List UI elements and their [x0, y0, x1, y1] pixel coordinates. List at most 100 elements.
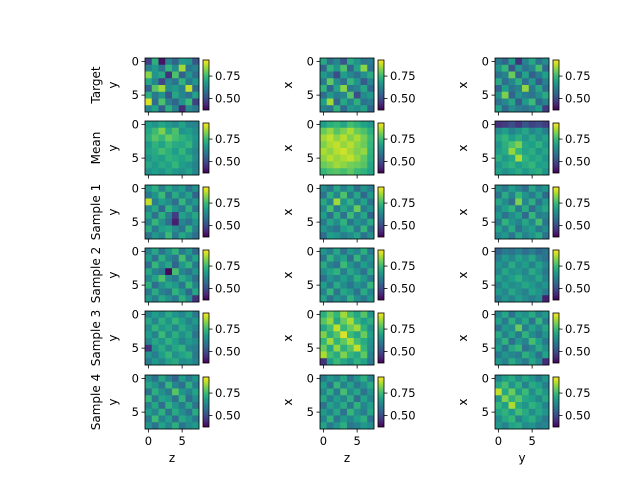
heatmap-cell — [333, 71, 341, 79]
heatmap-cell — [501, 134, 509, 142]
heatmap-cell — [185, 78, 193, 86]
heatmap-cell — [178, 121, 186, 129]
heatmap-cell — [528, 127, 536, 135]
heatmap-cell — [158, 218, 166, 226]
panel-frame — [144, 184, 200, 240]
heatmap-cell — [347, 212, 355, 220]
heatmap-cell — [151, 91, 159, 99]
heatmap-cell — [542, 324, 550, 332]
heatmap-cell — [495, 134, 503, 142]
heatmap-cell — [353, 98, 361, 106]
heatmap-cell — [145, 408, 153, 416]
heatmap-cell — [326, 232, 334, 240]
heatmap-cell — [340, 168, 348, 176]
heatmap-cell — [333, 134, 341, 142]
heatmap-cell — [326, 402, 334, 410]
heatmap-cell — [542, 85, 550, 93]
heatmap-cell — [508, 212, 516, 220]
heatmap-cell — [495, 388, 503, 396]
heatmap-cell — [360, 185, 368, 193]
heatmap-cell — [178, 338, 186, 346]
colorbar-tick-label: 0.50 — [215, 218, 241, 232]
heatmap-cell — [178, 127, 186, 135]
heatmap-cell — [522, 64, 530, 72]
heatmap-cell — [515, 141, 523, 149]
row-label: Sample 4 — [89, 374, 103, 430]
heatmap-cell — [158, 232, 166, 240]
heatmap-cell — [347, 191, 355, 199]
heatmap-cell — [145, 78, 153, 86]
heatmap-cell — [158, 324, 166, 332]
heatmap-cell — [151, 98, 159, 106]
heatmap-cell — [320, 205, 328, 213]
heatmap-cell — [172, 317, 180, 325]
heatmap-cell — [151, 205, 159, 213]
heatmap-cell — [320, 338, 328, 346]
heatmap-cell — [367, 415, 375, 423]
heatmap-cell — [347, 317, 355, 325]
heatmap-cell — [522, 415, 530, 423]
heatmap-cell — [508, 168, 516, 176]
heatmap-cell — [151, 281, 159, 289]
heatmap-cell — [535, 351, 543, 359]
heatmap-cell — [347, 232, 355, 240]
heatmap-cell — [508, 148, 516, 156]
heatmap-cell — [165, 338, 173, 346]
y-axis-label: x — [281, 208, 295, 215]
heatmap-cell — [367, 148, 375, 156]
heatmap-cell — [145, 268, 153, 276]
heatmap-cell — [515, 375, 523, 383]
heatmap-cell — [367, 91, 375, 99]
heatmap-cell — [158, 64, 166, 72]
colorbar-tick-label: 0.50 — [390, 218, 416, 232]
heatmap-cell — [178, 358, 186, 366]
heatmap-cell — [528, 85, 536, 93]
heatmap-cell — [340, 408, 348, 416]
row-label: Sample 3 — [89, 310, 103, 366]
heatmap-cell — [151, 78, 159, 86]
heatmap-cell — [333, 324, 341, 332]
heatmap-cell — [528, 311, 536, 319]
heatmap-cell — [347, 198, 355, 206]
heatmap-cell — [185, 268, 193, 276]
heatmap-cell — [145, 288, 153, 296]
heatmap-cell — [326, 91, 334, 99]
heatmap-cell — [542, 191, 550, 199]
heatmap-cell — [165, 295, 173, 303]
heatmap-cell — [542, 395, 550, 403]
heatmap-cell — [151, 317, 159, 325]
heatmap-cell — [158, 127, 166, 135]
heatmap-cell — [515, 98, 523, 106]
heatmap-cell — [165, 275, 173, 283]
heatmap-cell — [326, 351, 334, 359]
heatmap-cell — [542, 295, 550, 303]
heatmap-cell — [535, 281, 543, 289]
heatmap-cell — [165, 248, 173, 256]
heatmap-cell — [192, 275, 200, 283]
heatmap-cell — [340, 317, 348, 325]
panel-frame — [494, 247, 550, 303]
colorbar-tick-label: 0.75 — [390, 132, 416, 146]
heatmap-cell — [185, 148, 193, 156]
heatmap-cell — [522, 275, 530, 283]
heatmap-cell — [347, 141, 355, 149]
heatmap-cell — [185, 105, 193, 113]
heatmap-cell — [192, 415, 200, 423]
heatmap-cell — [320, 422, 328, 430]
heatmap-cell — [340, 288, 348, 296]
heatmap-cell — [326, 295, 334, 303]
colorbar — [377, 312, 385, 364]
heatmap-cell — [326, 324, 334, 332]
heatmap-cell — [353, 191, 361, 199]
heatmap-cell — [320, 64, 328, 72]
heatmap-cell — [508, 422, 516, 430]
panel-frame — [319, 184, 375, 240]
heatmap-cell — [151, 168, 159, 176]
heatmap-cell — [542, 105, 550, 113]
heatmap-cell — [145, 402, 153, 410]
heatmap-cell — [508, 395, 516, 403]
y-tick-label: 0 — [482, 181, 489, 195]
heatmap-cell — [178, 85, 186, 93]
heatmap-cell — [158, 351, 166, 359]
heatmap-cell — [542, 281, 550, 289]
